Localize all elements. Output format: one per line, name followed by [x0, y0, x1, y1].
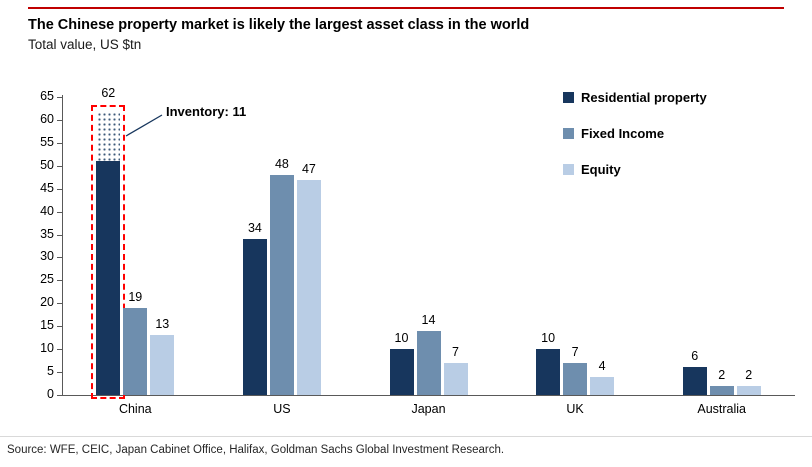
y-axis-line: [62, 95, 63, 396]
bar-us-equity: [296, 179, 321, 395]
y-axis-tick: [57, 303, 62, 305]
chart-subtitle: Total value, US $tn: [28, 37, 142, 52]
bar-australia-residential-property-value-label: 6: [691, 349, 699, 364]
bar-uk-fixed-income-value-label: 7: [571, 344, 579, 359]
top-red-rule: [28, 7, 784, 9]
y-axis-tick-label: 55: [40, 134, 54, 149]
legend-label-fixed-income: Fixed Income: [581, 126, 665, 141]
y-axis-tick: [57, 119, 62, 121]
legend-swatch-fixed-income: [563, 128, 574, 139]
bar-uk-equity: [590, 376, 615, 395]
legend-label-equity: Equity: [581, 162, 621, 177]
bar-japan-fixed-income: [416, 330, 441, 395]
bar-china-fixed-income: [123, 307, 148, 395]
inventory-annotation: Inventory: 11: [166, 104, 247, 119]
bar-us-fixed-income-value-label: 48: [274, 156, 289, 171]
bar-uk-equity-value-label: 4: [598, 358, 606, 373]
legend-item-fixed-income: Fixed Income: [563, 126, 707, 141]
y-axis-tick: [57, 326, 62, 328]
y-axis-tick-label: 25: [40, 272, 54, 287]
y-axis-tick: [57, 165, 62, 167]
bar-australia-equity-value-label: 2: [745, 367, 753, 382]
bar-china-equity: [150, 335, 175, 395]
bar-uk-fixed-income: [563, 362, 588, 395]
legend-swatch-residential-property: [563, 92, 574, 103]
y-axis-tick-label: 45: [40, 180, 54, 195]
y-axis-tick-label: 20: [40, 295, 54, 310]
y-axis-tick-label: 5: [47, 364, 54, 379]
y-axis-tick: [57, 395, 62, 396]
legend: Residential property Fixed Income Equity: [563, 90, 707, 198]
y-axis-tick-label: 10: [40, 341, 54, 356]
bar-japan-residential-property: [389, 349, 414, 395]
y-axis-tick: [57, 349, 62, 351]
y-axis-tick-label: 50: [40, 157, 54, 172]
highlight-rect-china: [91, 104, 126, 399]
source-note: Source: WFE, CEIC, Japan Cabinet Office,…: [7, 444, 505, 456]
bar-china-residential-property-solid: [96, 161, 121, 395]
y-axis-tick-label: 15: [40, 318, 54, 333]
y-axis-tick: [57, 372, 62, 374]
bar-us-fixed-income: [269, 174, 294, 395]
bar-japan-equity: [443, 362, 468, 395]
y-axis-tick-label: 60: [40, 111, 54, 126]
y-axis-tick: [57, 280, 62, 282]
legend-item-residential-property: Residential property: [563, 90, 707, 105]
y-axis-tick-label: 30: [40, 249, 54, 264]
legend-label-residential-property: Residential property: [581, 90, 707, 105]
y-axis-tick-label: 40: [40, 203, 54, 218]
bar-uk-residential-property-value-label: 10: [541, 331, 556, 346]
y-axis-tick-label: 35: [40, 226, 54, 241]
bar-china-equity-value-label: 13: [155, 317, 170, 332]
bar-uk-residential-property: [536, 349, 561, 395]
chart-title: The Chinese property market is likely th…: [28, 17, 530, 33]
y-axis-tick: [57, 188, 62, 190]
y-axis-tick: [57, 257, 62, 259]
x-axis-label-us: US: [273, 402, 291, 416]
bar-china-fixed-income-value-label: 19: [128, 289, 143, 304]
x-axis-label-china: China: [118, 402, 152, 416]
y-axis-tick-label: 65: [40, 89, 54, 103]
bar-japan-equity-value-label: 7: [452, 344, 459, 359]
bar-us-residential-property-value-label: 34: [247, 221, 262, 236]
bar-japan-fixed-income-value-label: 14: [421, 312, 436, 327]
bar-china-residential-property-inventory-segment: [96, 110, 121, 162]
bar-japan-residential-property-value-label: 10: [394, 331, 409, 346]
y-axis-tick: [57, 234, 62, 236]
bar-australia-fixed-income-value-label: 2: [718, 367, 726, 382]
x-axis-line: [62, 395, 795, 396]
y-axis-tick: [57, 211, 62, 213]
y-axis-tick-label: 0: [47, 387, 54, 401]
x-axis-label-australia: Australia: [697, 402, 746, 416]
bar-australia-residential-property: [682, 367, 707, 395]
legend-item-equity: Equity: [563, 162, 707, 177]
footer-divider: [0, 436, 812, 437]
bar-australia-fixed-income: [709, 385, 734, 395]
y-axis-tick: [57, 142, 62, 144]
x-axis-label-japan: Japan: [411, 402, 446, 416]
bar-china-residential-property-value-label: 62: [101, 85, 116, 100]
legend-swatch-equity: [563, 164, 574, 175]
y-axis-tick: [57, 97, 62, 98]
bar-us-equity-value-label: 47: [301, 161, 316, 176]
x-axis-label-uk: UK: [566, 402, 584, 416]
bar-australia-equity: [736, 385, 761, 395]
bar-us-residential-property: [242, 239, 267, 395]
